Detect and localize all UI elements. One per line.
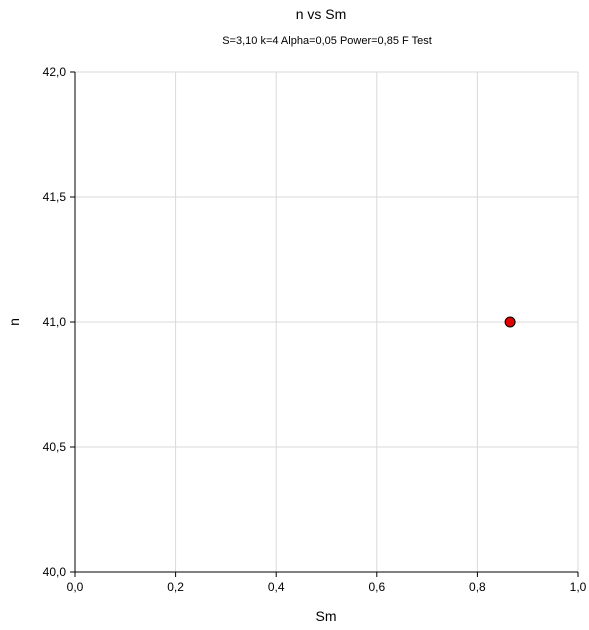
y-tick-label-4: 42,0	[43, 65, 67, 79]
y-tick-label-1: 40,5	[43, 440, 67, 454]
ticks-layer: 0,0 0,2 0,4 0,6 0,8 1,0 40,0 40,5 41,0 41,5 42,0	[43, 65, 587, 594]
x-tick-label-1: 0,2	[167, 580, 184, 594]
y-tick-label-0: 40,0	[43, 565, 67, 579]
y-tick-label-3: 41,5	[43, 190, 67, 204]
x-tick-label-2: 0,4	[268, 580, 285, 594]
x-tick-label-3: 0,6	[368, 580, 385, 594]
data-point-0-0	[504, 316, 516, 328]
x-tick-label-0: 0,0	[67, 580, 84, 594]
grid-layer	[74, 71, 579, 573]
x-axis-label: Sm	[316, 608, 337, 624]
chart-title: n vs Sm	[296, 6, 347, 22]
y-tick-label-2: 41,0	[43, 315, 67, 329]
x-tick-label-5: 1,0	[570, 580, 587, 594]
x-tick-label-4: 0,8	[469, 580, 486, 594]
chart-subtitle: S=3,10 k=4 Alpha=0,05 Power=0,85 F Test	[222, 35, 432, 47]
y-axis-label: n	[6, 318, 22, 326]
points-layer	[504, 316, 516, 328]
